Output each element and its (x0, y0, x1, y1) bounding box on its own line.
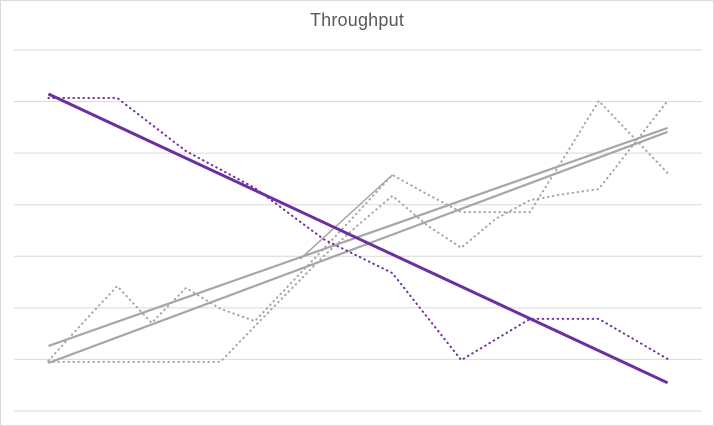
chart-title: Throughput (309, 10, 405, 30)
gray-trendline-lower (48, 130, 668, 365)
gray-dotted-series-b (47, 99, 669, 363)
gray-dotted-series-a (47, 99, 669, 362)
gray-solid-segment (299, 174, 393, 260)
purple-trendline (47, 92, 669, 385)
